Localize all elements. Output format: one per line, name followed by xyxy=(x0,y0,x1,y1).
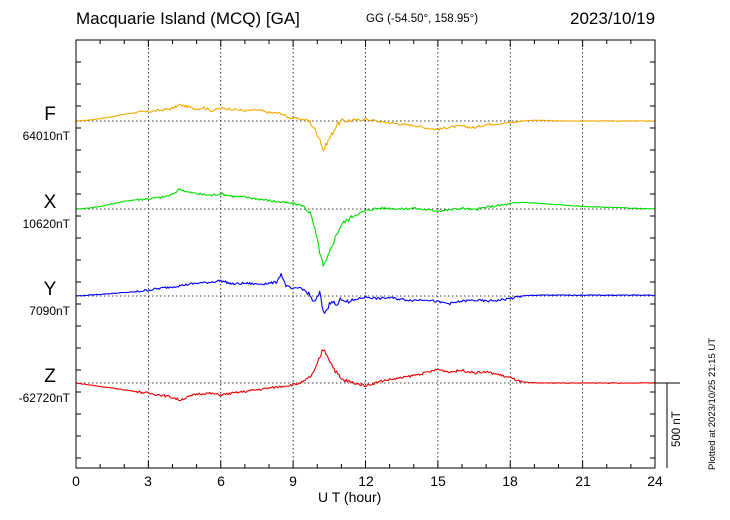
series-label-f: F xyxy=(44,104,56,125)
x-tick-label: 0 xyxy=(72,473,80,489)
x-tick-label: 24 xyxy=(647,473,663,489)
series-traces xyxy=(75,103,656,402)
series-label-y: Y xyxy=(43,279,57,300)
x-tick-label: 3 xyxy=(144,473,152,489)
series-line-y xyxy=(75,272,656,314)
x-tick-label: 15 xyxy=(430,473,446,489)
tick-marks xyxy=(75,40,656,468)
scale-bar-label: 500 nT xyxy=(671,411,683,447)
x-tick-label: 12 xyxy=(358,473,374,489)
plotted-timestamp: Plotted at 2023/10/25 21:15 UT xyxy=(707,337,718,470)
series-line-z xyxy=(75,349,656,402)
series-label-x: X xyxy=(43,192,57,213)
scale-bar xyxy=(655,382,680,468)
series-line-x xyxy=(75,188,656,267)
baseline-label-x: 10620nT xyxy=(22,217,70,231)
baseline-label-y: 7090nT xyxy=(29,304,70,318)
station-title: Macquarie Island (MCQ) [GA] xyxy=(76,9,300,28)
x-axis-label: U T (hour) xyxy=(318,489,382,505)
plot-date: 2023/10/19 xyxy=(570,9,656,28)
x-tick-label: 21 xyxy=(575,473,591,489)
x-tick-label: 18 xyxy=(502,473,518,489)
x-tick-label: 6 xyxy=(217,473,225,489)
series-line-f xyxy=(75,103,655,152)
grid-lines xyxy=(147,40,584,468)
baseline-label-z: -62720nT xyxy=(18,391,70,405)
x-tick-label: 9 xyxy=(289,473,297,489)
series-label-z: Z xyxy=(44,366,56,387)
baseline-label-f: 64010nT xyxy=(22,129,70,143)
geographic-coords: GG (-54.50°, 158.95°) xyxy=(366,13,479,25)
